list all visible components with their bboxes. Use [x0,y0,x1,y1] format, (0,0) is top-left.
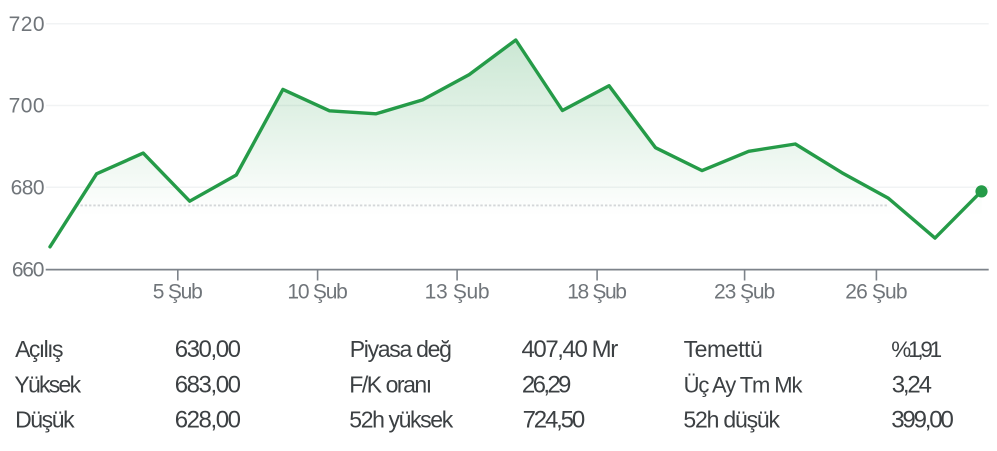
svg-text:720: 720 [9,13,45,36]
svg-text:407,40 Mr: 407,40 Mr [522,336,619,363]
svg-text:23 Şub: 23 Şub [714,280,775,303]
svg-text:%1,91: %1,91 [891,337,942,362]
svg-text:Üç Ay Tm Mk: Üç Ay Tm Mk [684,372,804,397]
svg-text:5 Şub: 5 Şub [153,280,203,303]
svg-text:F/K oranı: F/K oranı [349,371,432,397]
svg-text:680: 680 [11,177,45,200]
svg-text:10 Şub: 10 Şub [287,280,348,303]
svg-text:700: 700 [9,95,45,118]
svg-text:Yüksek: Yüksek [14,371,81,397]
svg-text:628,00: 628,00 [175,406,241,433]
svg-text:26 Şub: 26 Şub [845,280,907,303]
svg-text:630,00: 630,00 [175,336,241,363]
svg-text:52h düşük: 52h düşük [683,406,780,432]
svg-text:Piyasa değ: Piyasa değ [350,336,452,362]
svg-text:399,00: 399,00 [891,406,954,433]
svg-text:13 Şub: 13 Şub [425,280,490,303]
svg-text:3,24: 3,24 [892,371,932,398]
svg-text:18 Şub: 18 Şub [567,280,627,303]
svg-text:683,00: 683,00 [175,371,241,398]
svg-text:724,50: 724,50 [523,406,586,433]
svg-text:660: 660 [12,259,45,282]
svg-text:Temettü: Temettü [684,336,763,362]
svg-text:Düşük: Düşük [15,406,75,432]
svg-text:26,29: 26,29 [522,371,572,398]
svg-text:Açılış: Açılış [15,336,63,362]
svg-text:52h yüksek: 52h yüksek [349,406,453,432]
